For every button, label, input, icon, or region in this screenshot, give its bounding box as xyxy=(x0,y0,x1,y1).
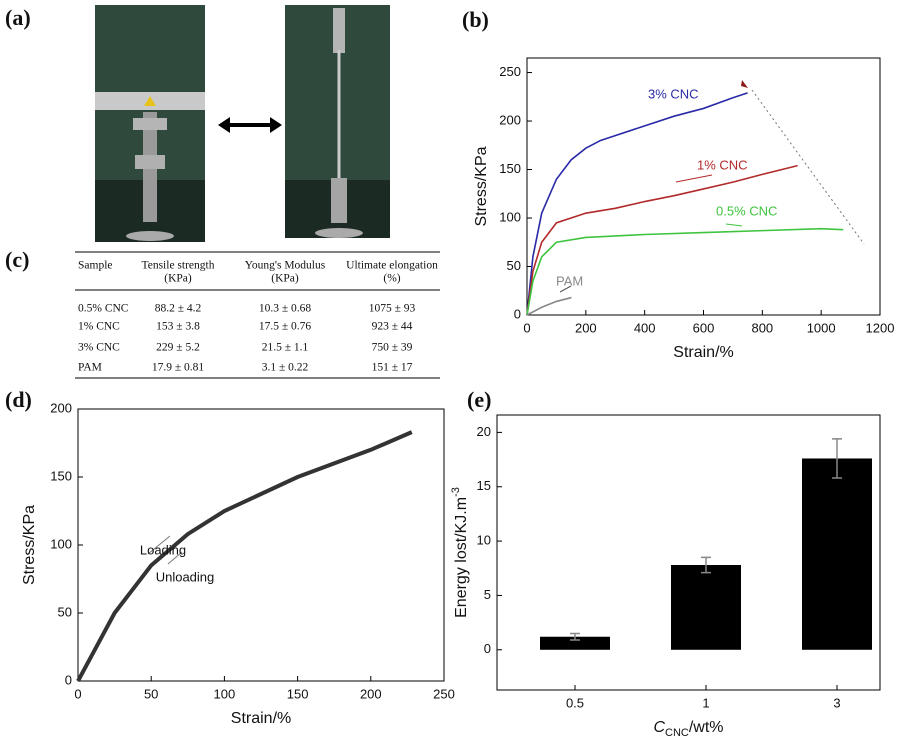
y-axis-label: Energy lost/KJ.m-3 xyxy=(450,487,470,618)
error-bar xyxy=(570,632,580,641)
photo-left xyxy=(95,5,205,242)
table-cell: 1075 ± 93 xyxy=(369,303,416,315)
y-axis-label: Stress/KPa xyxy=(473,146,490,226)
error-bar xyxy=(832,438,842,479)
chart-decorations xyxy=(147,80,865,565)
y-tick-label: 0 xyxy=(514,306,521,321)
photo-right xyxy=(285,5,390,238)
y-tick-label: 250 xyxy=(499,64,521,79)
x-axis-label: CCNC/wt% xyxy=(653,719,723,736)
table-header: Tensile strength xyxy=(142,260,215,272)
y-tick-label: 150 xyxy=(50,468,72,483)
y-tick-label: 15 xyxy=(477,478,491,493)
x-axis-label: Strain/% xyxy=(673,344,733,361)
series-label: 0.5% CNC xyxy=(716,203,777,218)
table-header: (KPa) xyxy=(271,273,299,285)
y-tick-label: 0 xyxy=(65,672,72,687)
x-tick-label: 600 xyxy=(693,320,715,335)
x-tick-label: 250 xyxy=(433,686,455,701)
x-tick-label: 1000 xyxy=(807,320,836,335)
series-label: PAM xyxy=(556,273,583,288)
x-tick-label: 400 xyxy=(634,320,656,335)
table-cell: 17.5 ± 0.76 xyxy=(259,321,312,333)
x-tick-label: 800 xyxy=(751,320,773,335)
x-tick-label: 0 xyxy=(523,320,530,335)
table-cell: 17.9 ± 0.81 xyxy=(152,362,205,374)
y-tick-label: 5 xyxy=(484,587,491,602)
y-tick-label: 150 xyxy=(499,161,521,176)
table-cell: 21.5 ± 1.1 xyxy=(262,342,309,354)
series-label: 1% CNC xyxy=(697,157,748,172)
table-header: Sample xyxy=(78,260,113,272)
data-line xyxy=(76,430,413,682)
panel-label: (d) xyxy=(5,387,32,412)
table-cell: 3% CNC xyxy=(78,342,120,354)
y-tick-label: 100 xyxy=(499,209,521,224)
plot-frame xyxy=(496,414,881,691)
series-label: 3% CNC xyxy=(648,86,699,101)
data-line xyxy=(526,92,748,316)
x-tick-label: 150 xyxy=(287,686,309,701)
x-tick-label: 200 xyxy=(360,686,382,701)
x-tick-label: 0 xyxy=(74,686,81,701)
x-tick-label: 1200 xyxy=(866,320,895,335)
x-axis-label-text: /wt% xyxy=(689,719,724,736)
y-axis-label: Stress/KPa xyxy=(21,505,38,585)
table-cell: PAM xyxy=(78,362,102,374)
table-header: Ultimate elongation xyxy=(346,260,438,272)
y-tick-label: 200 xyxy=(499,112,521,127)
x-axis-label-sub: CNC xyxy=(665,727,689,736)
table-header: (KPa) xyxy=(164,273,192,285)
y-tick-label: 200 xyxy=(50,400,72,415)
x-tick-label: 50 xyxy=(144,686,158,701)
y-tick-label: 0 xyxy=(484,641,491,656)
table-cell: 750 ± 39 xyxy=(372,342,413,354)
bar xyxy=(540,636,610,650)
table-cell: 151 ± 17 xyxy=(372,362,413,374)
table-cell: 229 ± 5.2 xyxy=(156,342,200,354)
annotation: Loading xyxy=(140,542,186,557)
table-cell: 1% CNC xyxy=(78,321,120,333)
bar xyxy=(802,458,872,650)
table-header: Young's Modulus xyxy=(245,260,326,272)
panel-label: (e) xyxy=(467,387,491,412)
error-bar xyxy=(701,556,711,574)
y-tick-label: 10 xyxy=(477,533,491,548)
y-tick-label: 100 xyxy=(50,536,72,551)
table-cell: 10.3 ± 0.68 xyxy=(259,303,312,315)
table-cell: 923 ± 44 xyxy=(372,321,413,333)
swap-arrow xyxy=(218,117,282,133)
x-tick-label: 3 xyxy=(833,695,840,710)
table-cell: 88.2 ± 4.2 xyxy=(155,303,202,315)
y-axis-label-text: Energy lost/KJ.m xyxy=(453,497,470,618)
plot-frame xyxy=(77,408,445,682)
data-line xyxy=(526,296,572,316)
x-axis-label-text: C xyxy=(653,719,665,736)
panel-label: (c) xyxy=(5,247,29,272)
x-tick-label: 100 xyxy=(214,686,236,701)
data-line xyxy=(526,227,844,316)
panel-label: (a) xyxy=(5,5,31,30)
table: Sample Tensile strength(KPa)Young's Modul… xyxy=(75,251,440,379)
panel-label: (b) xyxy=(462,7,489,32)
x-tick-label: 0.5 xyxy=(566,695,584,710)
x-tick-label: 200 xyxy=(575,320,597,335)
x-axis-label: Strain/% xyxy=(231,710,291,727)
table-cell: 0.5% CNC xyxy=(78,303,129,315)
table-cell: 3.1 ± 0.22 xyxy=(262,362,309,374)
y-tick-label: 20 xyxy=(477,424,491,439)
y-tick-label: 50 xyxy=(58,604,72,619)
table-header: (%) xyxy=(383,273,400,285)
bar xyxy=(671,565,741,650)
y-axis-label-sup: -3 xyxy=(450,487,462,497)
x-tick-label: 1 xyxy=(702,695,709,710)
annotation: Unloading xyxy=(156,569,215,584)
y-tick-label: 50 xyxy=(507,258,521,273)
data-line xyxy=(526,164,798,316)
table-cell: 153 ± 3.8 xyxy=(156,321,200,333)
